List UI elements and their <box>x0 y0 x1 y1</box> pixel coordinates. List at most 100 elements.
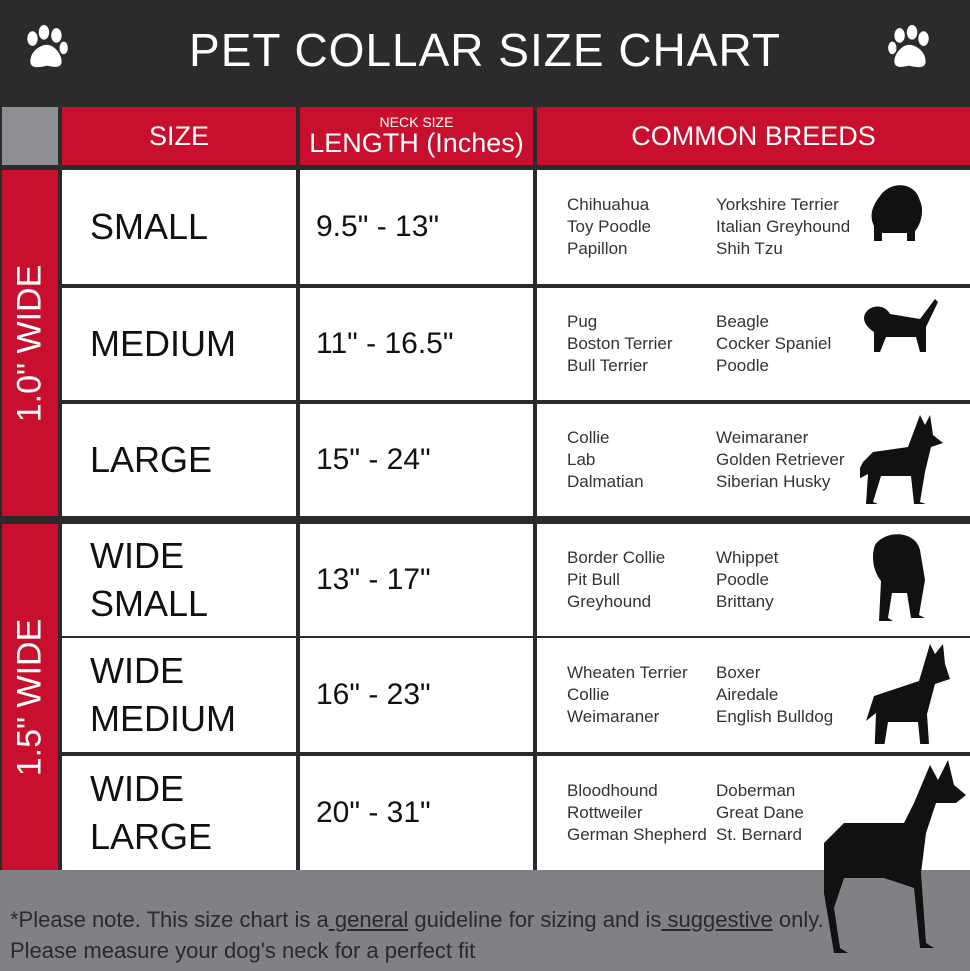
size-label: MEDIUM <box>90 323 236 364</box>
group-label-text: 1.0" WIDE <box>10 264 49 422</box>
length-cell: 15" - 24" <box>300 404 533 516</box>
length-cell: 20" - 31" <box>300 756 533 870</box>
breed-name: Papillon <box>567 239 628 258</box>
breed-name: Chihuahua <box>567 195 650 214</box>
breed-name: Greyhound <box>567 592 652 611</box>
breed-name: Pug <box>567 312 598 331</box>
length-value: 15" - 24" <box>316 443 431 476</box>
breed-list: Beagle Cocker Spaniel Poodle <box>716 311 831 377</box>
length-value: 13" - 17" <box>316 563 431 596</box>
size-cell: WIDE MEDIUM <box>62 638 296 752</box>
breed-name: Shih Tzu <box>716 239 783 258</box>
header-length-label: LENGTH (Inches) <box>309 128 524 158</box>
length-cell: 16" - 23" <box>300 638 533 752</box>
breed-name: Italian Greyhound <box>716 217 851 236</box>
length-value: 20" - 31" <box>316 796 431 829</box>
length-value: 9.5" - 13" <box>316 210 440 243</box>
breed-name: Whippet <box>716 548 779 567</box>
header-corner <box>2 107 58 165</box>
size-label: SMALL <box>90 206 209 247</box>
note-text: only. <box>772 907 824 932</box>
header-breeds-label: COMMON BREEDS <box>631 120 876 151</box>
page-title: PET COLLAR SIZE CHART <box>189 24 781 76</box>
note-text: guideline for sizing and is <box>408 907 662 932</box>
breeds-cell: Wheaten Terrier Collie Weimaraner Boxer Aire… <box>537 638 970 752</box>
breed-name: Bloodhound <box>567 781 658 800</box>
breeds-cell: Collie Lab Dalmatian Weimaraner Golden Retri… <box>537 404 970 516</box>
group-label-1in: 1.0" WIDE <box>2 170 58 516</box>
breed-name: Poodle <box>716 356 769 375</box>
size-label: LARGE <box>90 439 213 480</box>
size-label: WIDE SMALL <box>90 535 209 624</box>
breed-list: Boxer Airedale English Bulldog <box>716 662 833 728</box>
breed-list: Border Collie Pit Bull Greyhound <box>567 547 665 613</box>
breed-list: Collie Lab Dalmatian <box>567 427 644 493</box>
breed-name: Siberian Husky <box>716 472 831 491</box>
length-value: 16" - 23" <box>316 678 431 711</box>
breed-name: Bull Terrier <box>567 356 648 375</box>
length-cell: 13" - 17" <box>300 524 533 636</box>
breed-name: Weimaraner <box>716 428 809 447</box>
breed-name: St. Bernard <box>716 825 802 844</box>
breed-name: Collie <box>567 685 610 704</box>
breed-name: Yorkshire Terrier <box>716 195 839 214</box>
breed-name: Brittany <box>716 592 774 611</box>
breed-name: Golden Retriever <box>716 450 845 469</box>
breed-list: Doberman Great Dane St. Bernard <box>716 780 804 846</box>
breed-list: Weimaraner Golden Retriever Siberian Husky <box>716 427 845 493</box>
breed-name: Pit Bull <box>567 570 620 589</box>
breed-name: Airedale <box>716 685 779 704</box>
breeds-cell: Border Collie Pit Bull Greyhound Whippet Poo… <box>537 524 970 636</box>
breed-name: Weimaraner <box>567 707 660 726</box>
breed-name: Doberman <box>716 781 796 800</box>
size-label: WIDE LARGE <box>90 768 213 857</box>
length-cell: 9.5" - 13" <box>300 170 533 284</box>
breeds-cell: Bloodhound Rottweiler German Shepherd Dober… <box>537 756 970 870</box>
breed-name: Boxer <box>716 663 761 682</box>
breed-list: Yorkshire Terrier Italian Greyhound Shih T… <box>716 194 850 260</box>
dog-silhouette-icon <box>871 185 923 241</box>
breed-name: Lab <box>567 450 596 469</box>
breed-list: Whippet Poodle Brittany <box>716 547 778 613</box>
breed-name: Cocker Spaniel <box>716 334 832 353</box>
size-cell: SMALL <box>62 170 296 284</box>
breed-name: Border Collie <box>567 548 666 567</box>
length-value: 11" - 16.5" <box>316 327 454 360</box>
header-size: SIZE <box>62 107 296 165</box>
size-cell: WIDE SMALL <box>62 524 296 636</box>
breed-name: German Shepherd <box>567 825 707 844</box>
breed-name: Dalmatian <box>567 472 644 491</box>
breeds-cell: Pug Boston Terrier Bull Terrier Beagle Cocke… <box>537 288 970 400</box>
note-underlined: suggestive <box>661 907 773 932</box>
breed-name: Great Dane <box>716 803 804 822</box>
header-breeds: COMMON BREEDS <box>537 107 970 165</box>
breed-list: Wheaten Terrier Collie Weimaraner <box>567 662 688 728</box>
dog-silhouette-icon <box>860 415 943 504</box>
breed-list: Chihuahua Toy Poodle Papillon <box>567 194 651 260</box>
length-cell: 11" - 16.5" <box>300 288 533 400</box>
size-cell: WIDE LARGE <box>62 756 296 870</box>
breed-name: Collie <box>567 428 610 447</box>
header-length: NECK SIZE LENGTH (Inches) <box>300 107 533 165</box>
breed-name: Wheaten Terrier <box>567 663 688 682</box>
note-text: *Please note. This size chart is a <box>10 907 329 932</box>
breed-list: Pug Boston Terrier Bull Terrier <box>567 311 673 377</box>
paw-icon <box>27 25 68 68</box>
breed-name: English Bulldog <box>716 707 834 726</box>
dog-silhouette-icon <box>873 534 925 621</box>
breeds-cell: Chihuahua Toy Poodle Papillon Yorkshire Ter… <box>537 170 970 284</box>
breed-list: Bloodhound Rottweiler German Shepherd <box>567 780 707 846</box>
breed-name: Beagle <box>716 312 769 331</box>
dog-silhouette-icon <box>824 760 966 953</box>
breed-name: Boston Terrier <box>567 334 673 353</box>
group-label-text: 1.5" WIDE <box>10 618 49 776</box>
size-cell: MEDIUM <box>62 288 296 400</box>
note-line-2: Please measure your dog's neck for a per… <box>10 938 476 963</box>
header-neck-size: NECK SIZE <box>379 114 454 130</box>
breed-name: Rottweiler <box>567 803 643 822</box>
dog-silhouette-icon <box>866 644 950 744</box>
breed-name: Toy Poodle <box>567 217 652 236</box>
paw-icon <box>888 25 929 68</box>
note-underlined: general <box>328 907 409 932</box>
dog-silhouette-icon <box>864 299 938 352</box>
